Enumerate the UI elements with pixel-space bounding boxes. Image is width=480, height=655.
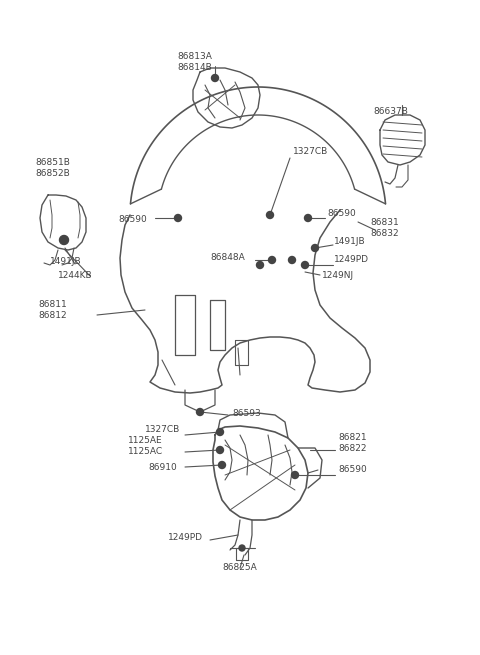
Text: 1491JB: 1491JB <box>334 236 366 246</box>
Circle shape <box>301 261 309 269</box>
Text: 86811
86812: 86811 86812 <box>38 300 67 320</box>
Circle shape <box>312 244 319 252</box>
Text: 86910: 86910 <box>148 464 177 472</box>
Text: 86831
86832: 86831 86832 <box>370 218 399 238</box>
Text: 86825A: 86825A <box>222 563 257 572</box>
Text: 1327CB: 1327CB <box>293 147 328 157</box>
Text: 1244KB: 1244KB <box>58 272 93 280</box>
Text: 86821
86822: 86821 86822 <box>338 433 367 453</box>
Circle shape <box>216 428 224 436</box>
Text: 1327CB: 1327CB <box>145 426 180 434</box>
Text: 86590: 86590 <box>118 215 147 225</box>
Circle shape <box>218 462 226 468</box>
Circle shape <box>196 409 204 415</box>
Circle shape <box>291 472 299 479</box>
Circle shape <box>239 545 245 551</box>
Text: 86851B
86852B: 86851B 86852B <box>35 158 70 178</box>
Circle shape <box>304 214 312 221</box>
Circle shape <box>268 257 276 263</box>
Text: 86590: 86590 <box>338 466 367 474</box>
Text: 1491JB: 1491JB <box>50 257 82 267</box>
Circle shape <box>266 212 274 219</box>
Circle shape <box>60 236 69 244</box>
Text: 86637B: 86637B <box>373 107 408 117</box>
Text: 1125AE
1125AC: 1125AE 1125AC <box>128 436 163 456</box>
Text: 1249PD: 1249PD <box>168 534 203 542</box>
Text: 86848A: 86848A <box>210 253 245 263</box>
Circle shape <box>216 447 224 453</box>
Circle shape <box>256 261 264 269</box>
Circle shape <box>212 75 218 81</box>
Text: 86593: 86593 <box>232 409 261 417</box>
Text: 86813A
86814B: 86813A 86814B <box>178 52 213 72</box>
Circle shape <box>175 214 181 221</box>
Text: 1249NJ: 1249NJ <box>322 271 354 280</box>
Circle shape <box>288 257 296 263</box>
Text: 1249PD: 1249PD <box>334 255 369 265</box>
Text: 86590: 86590 <box>327 208 356 217</box>
